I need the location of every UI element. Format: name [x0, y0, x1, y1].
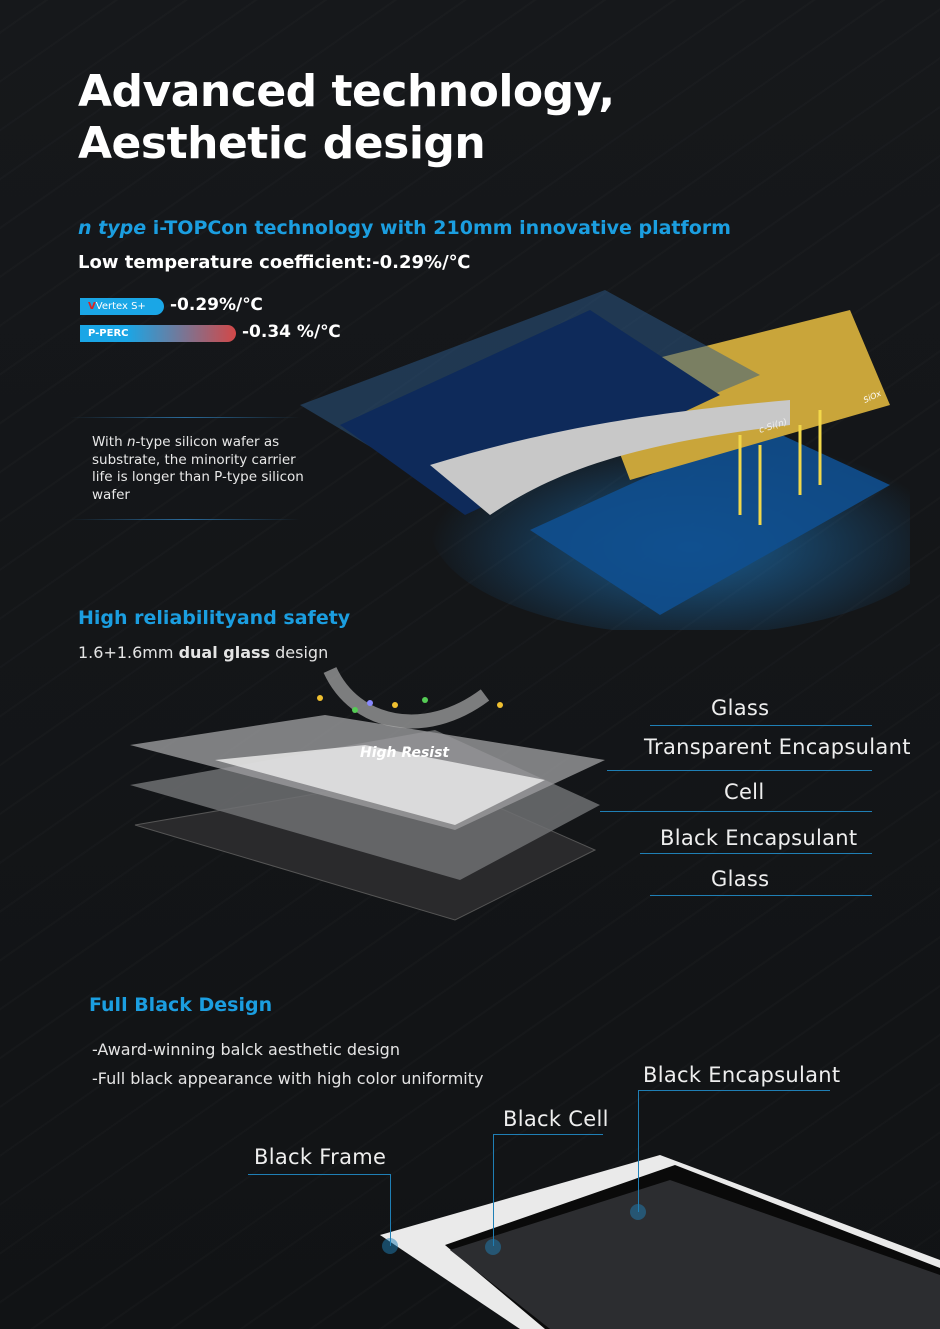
leader-line — [638, 1090, 639, 1212]
layer-label: Glass — [711, 696, 770, 720]
topcon-heading: n type i-TOPCon technology with 210mm in… — [78, 217, 731, 239]
callout-black-cell: Black Cell — [503, 1107, 609, 1131]
perc-bar: P-PERC — [80, 325, 236, 342]
layer-label: Cell — [724, 780, 765, 804]
page-title: Advanced technology, Aesthetic design — [78, 66, 615, 169]
black-heading: Full Black Design — [89, 994, 273, 1016]
bullet: -Full black appearance with high color u… — [92, 1069, 484, 1088]
particles — [317, 695, 503, 713]
reliability-heading: High reliabilityand safety — [78, 607, 351, 629]
callout-black-encapsulant: Black Encapsulant — [643, 1063, 841, 1087]
divider — [70, 417, 300, 418]
layer-label: Black Encapsulant — [660, 826, 858, 850]
vertex-value: -0.29%/℃ — [170, 295, 263, 315]
vertex-bar: VVertex S+ — [80, 298, 164, 315]
dual-glass-diagram: High Resist — [130, 666, 605, 921]
leader-line — [390, 1174, 391, 1246]
electron-arrows — [738, 410, 822, 525]
divider — [70, 519, 300, 520]
high-resist-label: High Resist — [360, 745, 450, 761]
leader-line — [650, 725, 872, 726]
layer-label: Glass — [711, 867, 770, 891]
leader-line — [493, 1134, 494, 1246]
leader-line — [607, 770, 872, 771]
wafer-note: With n-type silicon wafer as substrate, … — [92, 434, 304, 503]
black-panel-image — [380, 1155, 940, 1329]
temp-coefficient: Low temperature coefficient:-0.29%/℃ — [78, 252, 471, 273]
black-bullets: -Award-winning balck aesthetic design -F… — [92, 1035, 484, 1093]
leader-line — [650, 895, 872, 896]
leader-line — [638, 1090, 830, 1091]
leader-line — [600, 811, 872, 812]
perc-value: -0.34 %/℃ — [242, 322, 341, 342]
topcon-cell-diagram: c-Si(n) SiOx — [300, 290, 910, 630]
leader-line — [248, 1174, 390, 1175]
leader-line — [493, 1134, 603, 1135]
callout-black-frame: Black Frame — [254, 1145, 387, 1169]
bullet: -Award-winning balck aesthetic design — [92, 1040, 400, 1059]
dual-glass-desc: 1.6+1.6mm dual glass design — [78, 643, 329, 662]
layer-label: Transparent Encapsulant — [644, 735, 911, 759]
leader-line — [640, 853, 872, 854]
